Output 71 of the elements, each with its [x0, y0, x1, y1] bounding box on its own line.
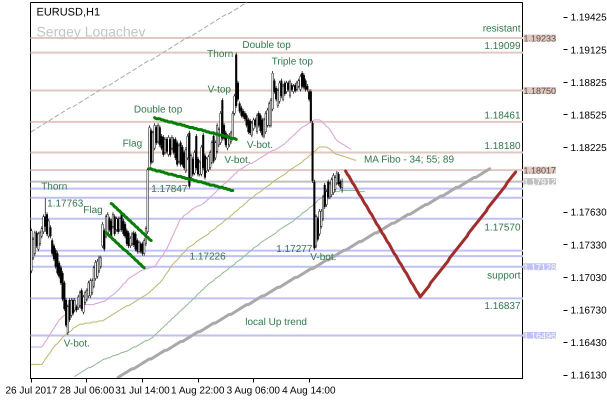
candlestick	[180, 140, 182, 167]
candlestick	[250, 120, 253, 138]
annotation: MA Fibo - 34; 55; 89	[364, 154, 454, 166]
annotation: Double top	[134, 104, 183, 116]
annotation: 1.17277	[276, 244, 313, 256]
annotation: V-top	[208, 84, 232, 96]
y-tick-label: 1.18825	[570, 78, 607, 89]
annotation: 1.17570	[484, 222, 521, 234]
candlestick	[341, 178, 344, 194]
ref-line-label: 1.18017	[524, 166, 556, 176]
y-tick-label: 1.18525	[570, 110, 607, 122]
y-tick-label: 1.17030	[570, 272, 607, 284]
x-tick-label: 3 Aug 06:00	[226, 386, 280, 396]
y-tick-label: 1.16730	[570, 306, 607, 317]
ref-line-label: 1.18750	[524, 86, 556, 96]
annotation: local Up trend	[245, 316, 307, 328]
candlestick	[176, 140, 178, 167]
y-tick-label: 1.17630	[570, 208, 607, 219]
candlestick	[132, 230, 135, 248]
y-tick-label: 1.16130	[570, 370, 607, 382]
ref-line-label: 1.17912	[524, 177, 556, 188]
ref-line-label: 1.19233	[524, 34, 556, 44]
annotation: Thorn	[207, 48, 234, 60]
candlestick	[117, 216, 120, 234]
candlestick	[140, 241, 142, 254]
y-tick-label: 1.17330	[570, 240, 607, 252]
candlestick	[330, 177, 333, 198]
annotation: 1.17763	[47, 198, 84, 210]
y-tick-label: 1.19425	[570, 12, 607, 24]
annotation: Flag	[122, 138, 142, 150]
annotation: V-bot.	[64, 338, 90, 350]
annotation: Triple top	[272, 56, 314, 68]
y-tick-label: 1.16430	[570, 338, 607, 350]
line-series	[30, 119, 352, 348]
candlestick	[80, 288, 83, 312]
annotation: 1.16837	[484, 300, 521, 312]
candlestick	[77, 294, 80, 310]
annotation: Sergey Logachev	[36, 24, 146, 40]
annotation: V-bot.	[310, 252, 336, 263]
candlestick	[37, 231, 40, 252]
annotation: support	[487, 270, 521, 282]
x-tick-label: 4 Aug 14:00	[282, 386, 336, 396]
candlestick	[294, 82, 296, 94]
annotation: 1.17226	[189, 252, 226, 263]
annotation: Flag	[83, 205, 103, 216]
y-tick-label: 1.18225	[570, 143, 607, 154]
x-tick-label: 28 Jul 06:00	[60, 386, 115, 396]
candlestick	[338, 172, 340, 187]
annotation: 1.17847	[151, 184, 188, 196]
annotation: Double top	[242, 40, 292, 52]
annotation: V-bot.	[224, 154, 251, 166]
annotation: V-bot.	[246, 140, 274, 151]
candlestick	[166, 136, 168, 154]
candlestick	[334, 174, 336, 192]
candlestick	[261, 117, 264, 138]
candlestick	[301, 70, 304, 89]
candlestick	[114, 214, 116, 236]
annotation: 1.18180	[484, 140, 521, 152]
annotation: resistant	[482, 24, 521, 35]
annotation: 1.19099	[484, 41, 521, 52]
x-tick-label: 26 Jul 2017	[6, 386, 58, 396]
annotation: 1.18461	[484, 110, 521, 122]
ref-line-label: 1.16496	[524, 330, 556, 341]
chart-title: EURUSD,H1	[36, 6, 100, 18]
ref-line-label: 1.17128	[524, 262, 556, 272]
candlestick	[169, 136, 172, 158]
x-tick-label: 1 Aug 22:00	[171, 386, 225, 396]
y-tick-label: 1.19125	[570, 45, 607, 56]
annotation: Thorn	[41, 182, 68, 193]
candlestick	[44, 198, 46, 232]
x-tick-label: 31 Jul 14:00	[115, 386, 170, 396]
